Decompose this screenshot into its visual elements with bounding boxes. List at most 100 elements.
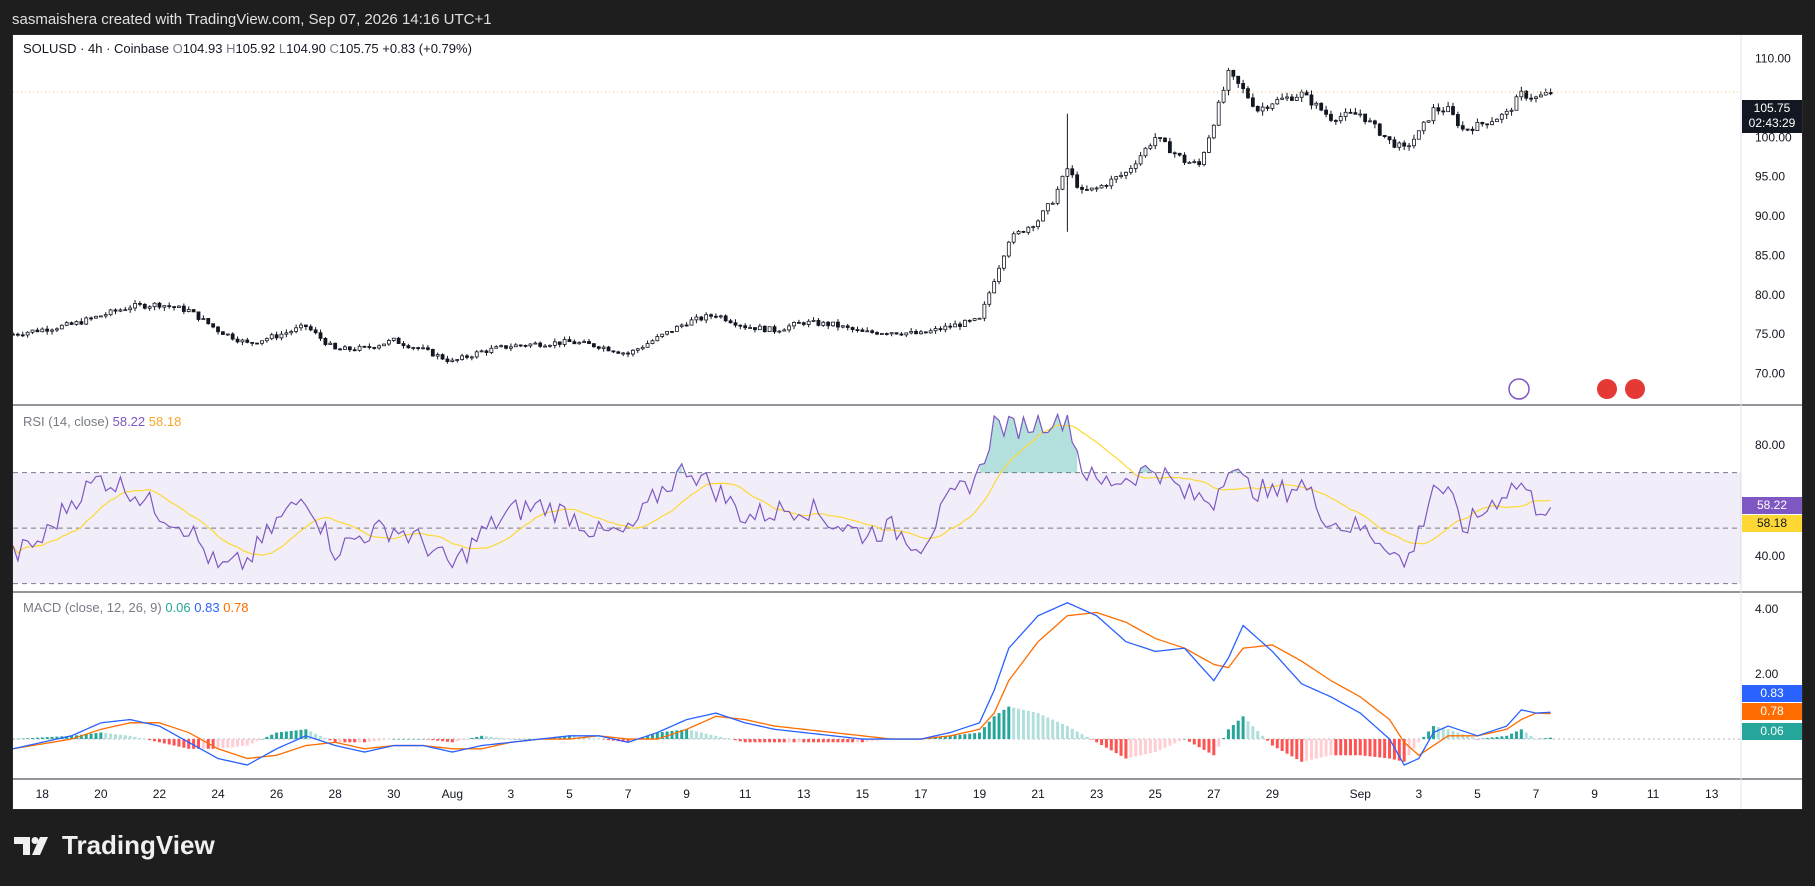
candle-body [899, 333, 904, 336]
macd-hist-bar [1285, 739, 1289, 754]
macd-hist-bar [289, 730, 293, 740]
candle-body [13, 333, 15, 336]
macd-hist-bar [607, 739, 611, 741]
macd-hist-bar [480, 735, 484, 740]
macd-hist-bar [70, 735, 74, 740]
macd-hist-bar [1500, 736, 1504, 740]
candle-body [914, 331, 918, 335]
candle-body [25, 331, 30, 336]
macd-hist-bar [816, 739, 820, 743]
macd-hist-bar [1041, 715, 1045, 740]
macd-hist-bar [1383, 739, 1387, 758]
macd-hist-bar [953, 735, 957, 740]
candle-body [108, 309, 113, 316]
rsi-overbought-fill [1067, 415, 1073, 473]
candle-body [303, 324, 308, 328]
candle-body [279, 333, 284, 339]
rsi-overbought-fill [984, 449, 990, 473]
candle-body [84, 317, 89, 325]
macd-hist-bar [445, 739, 449, 742]
candle-body [1045, 203, 1050, 212]
candle-body [684, 324, 689, 327]
price-tick-label: 95.00 [1755, 170, 1785, 184]
macd-hist-bar [148, 739, 152, 741]
candle-body [1026, 226, 1031, 233]
candle-body [933, 328, 938, 332]
macd-hist-bar [558, 736, 562, 740]
macd-hist-bar [99, 732, 103, 740]
macd-hist-bar [1392, 739, 1396, 760]
macd-hist-bar [1524, 732, 1528, 740]
candle-body [548, 344, 552, 347]
macd-hist-bar [641, 737, 645, 740]
candle-body [377, 345, 382, 349]
rsi-overbought-fill [1013, 418, 1019, 473]
macd-hist-bar [1124, 739, 1128, 759]
macd-hist-bar [855, 739, 859, 743]
macd-hist-bar [1178, 739, 1182, 742]
macd-hist-bar [475, 736, 479, 740]
symbol-label[interactable]: SOLUSD · 4h · Coinbase [23, 41, 169, 56]
macd-hist-bar [1461, 734, 1465, 740]
candle-body [1236, 75, 1241, 84]
macd-hist-bar [1319, 739, 1323, 758]
candle-body [714, 315, 718, 318]
time-tick-label: 7 [625, 787, 632, 801]
candle-body [801, 322, 806, 325]
signal-tag: 0.78 [1742, 703, 1802, 720]
macd-hist-bar [1056, 721, 1060, 740]
time-tick-label: 18 [36, 787, 50, 801]
candle-body [55, 328, 59, 331]
macd-hist-bar [841, 739, 845, 743]
macd-hist-bar [831, 739, 835, 743]
macd-hist-bar [519, 739, 523, 740]
candle-body [1548, 92, 1553, 95]
candle-body [318, 332, 323, 339]
candle-body [879, 333, 884, 335]
chart-frame[interactable]: 110.00 100.00 95.00 90.00 85.00 80.00 75.00 70.… [12, 34, 1803, 810]
macd-hist-bar [777, 739, 781, 743]
macd-hist-bar [1139, 739, 1143, 756]
macd-hist-bar [1075, 731, 1079, 740]
open-value: 104.93 [182, 41, 223, 56]
candle-body [1197, 161, 1202, 165]
candle-body [1529, 97, 1534, 100]
macd-hist-bar [319, 735, 323, 740]
tradingview-logo[interactable]: TradingView [14, 830, 215, 861]
candle-body [113, 309, 118, 312]
macd-hist-bar [704, 733, 708, 740]
candle-body [567, 339, 572, 343]
macd-hist-bar [1007, 706, 1011, 740]
macd-hist-bar [836, 739, 840, 743]
candle-body [562, 339, 567, 345]
rsi-overbought-fill [1052, 414, 1058, 473]
macd-hist-bar [675, 730, 679, 740]
candle-body [460, 355, 464, 360]
time-tick-label: 29 [1266, 787, 1280, 801]
candle-body [1416, 130, 1421, 140]
low-value: 104.90 [286, 41, 326, 56]
rsi-title[interactable]: RSI (14, close) [23, 414, 109, 429]
candle-body [172, 306, 176, 308]
macd-title[interactable]: MACD (close, 12, 26, 9) [23, 600, 162, 615]
macd-hist-bar [1480, 738, 1484, 740]
chart-canvas[interactable]: 110.00100.0095.0090.0085.0080.0075.0070.… [13, 35, 1802, 809]
candle-body [504, 345, 508, 349]
macd-hist-bar [450, 739, 454, 743]
time-tick-label: 9 [683, 787, 690, 801]
candle-body [1451, 106, 1455, 115]
candle-body [645, 343, 650, 348]
macd-hist-bar [250, 739, 254, 744]
macd-hist-bar [1100, 739, 1104, 746]
macd-hist-bar [1427, 731, 1431, 740]
rsi-overbought-fill [1018, 417, 1024, 473]
macd-hist-bar [265, 736, 269, 740]
macd-hist-bar [1119, 739, 1123, 756]
rsi-overbought-fill [1042, 432, 1048, 473]
macd-hist-bar [211, 739, 215, 749]
candle-body [587, 341, 591, 345]
macd-hist-bar [1192, 739, 1196, 745]
candle-body [489, 347, 494, 353]
time-tick-label: 28 [328, 787, 342, 801]
candle-body [426, 347, 430, 350]
